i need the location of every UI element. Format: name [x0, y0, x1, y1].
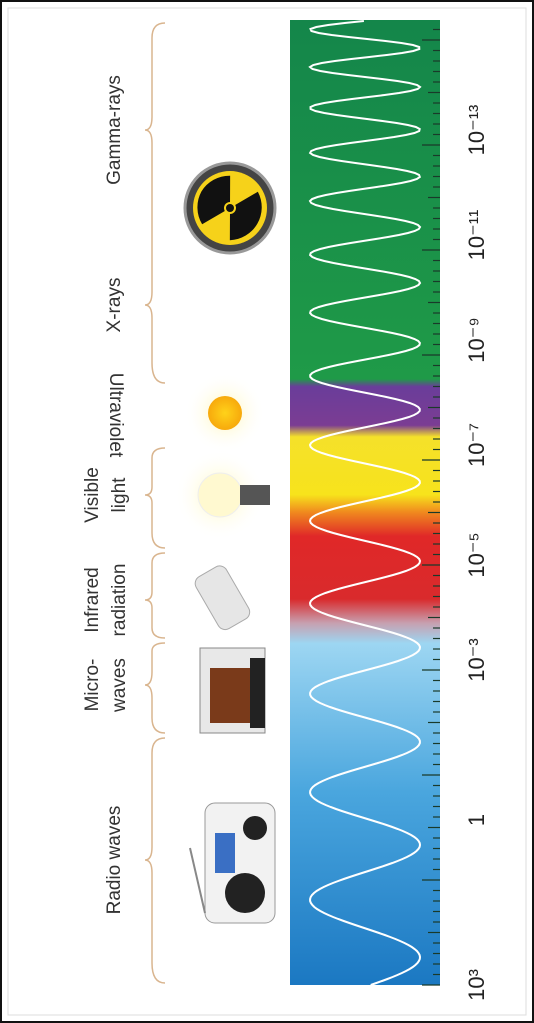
band-label: Radio waves	[104, 806, 125, 915]
band-label: Infrared	[82, 567, 103, 632]
microwave-icon	[200, 648, 265, 733]
sun-icon	[185, 373, 265, 453]
wavelength-label: 10⁻⁷	[464, 423, 489, 467]
band-label: light	[109, 477, 130, 513]
band-label: radiation	[109, 564, 130, 637]
band-label: Micro-	[82, 659, 103, 712]
band-label: Gamma-rays	[104, 75, 125, 185]
wavelength-label: 10⁻⁵	[464, 532, 489, 577]
band-label: X-rays	[104, 278, 125, 333]
band-label: waves	[109, 658, 130, 713]
page: {"bands": [ {"lines": ["Radio waves"]}, …	[0, 0, 534, 1023]
wavelength-label: 10⁻³	[464, 638, 489, 681]
spectrum-diagram: Radio waves Micro- waves Infrared radiat…	[0, 0, 534, 1023]
wavelength-label: 10⁻¹¹	[464, 210, 489, 261]
band-label: Ultraviolet	[105, 373, 126, 458]
band-label: Visible	[82, 467, 103, 523]
wavelength-label: 1	[464, 814, 489, 826]
radiation-icon	[185, 163, 275, 253]
wavelength-label: 10⁻⁹	[464, 317, 489, 363]
wavelength-label: 10³	[464, 969, 489, 1001]
wavelength-label: 10⁻¹³	[464, 105, 489, 156]
